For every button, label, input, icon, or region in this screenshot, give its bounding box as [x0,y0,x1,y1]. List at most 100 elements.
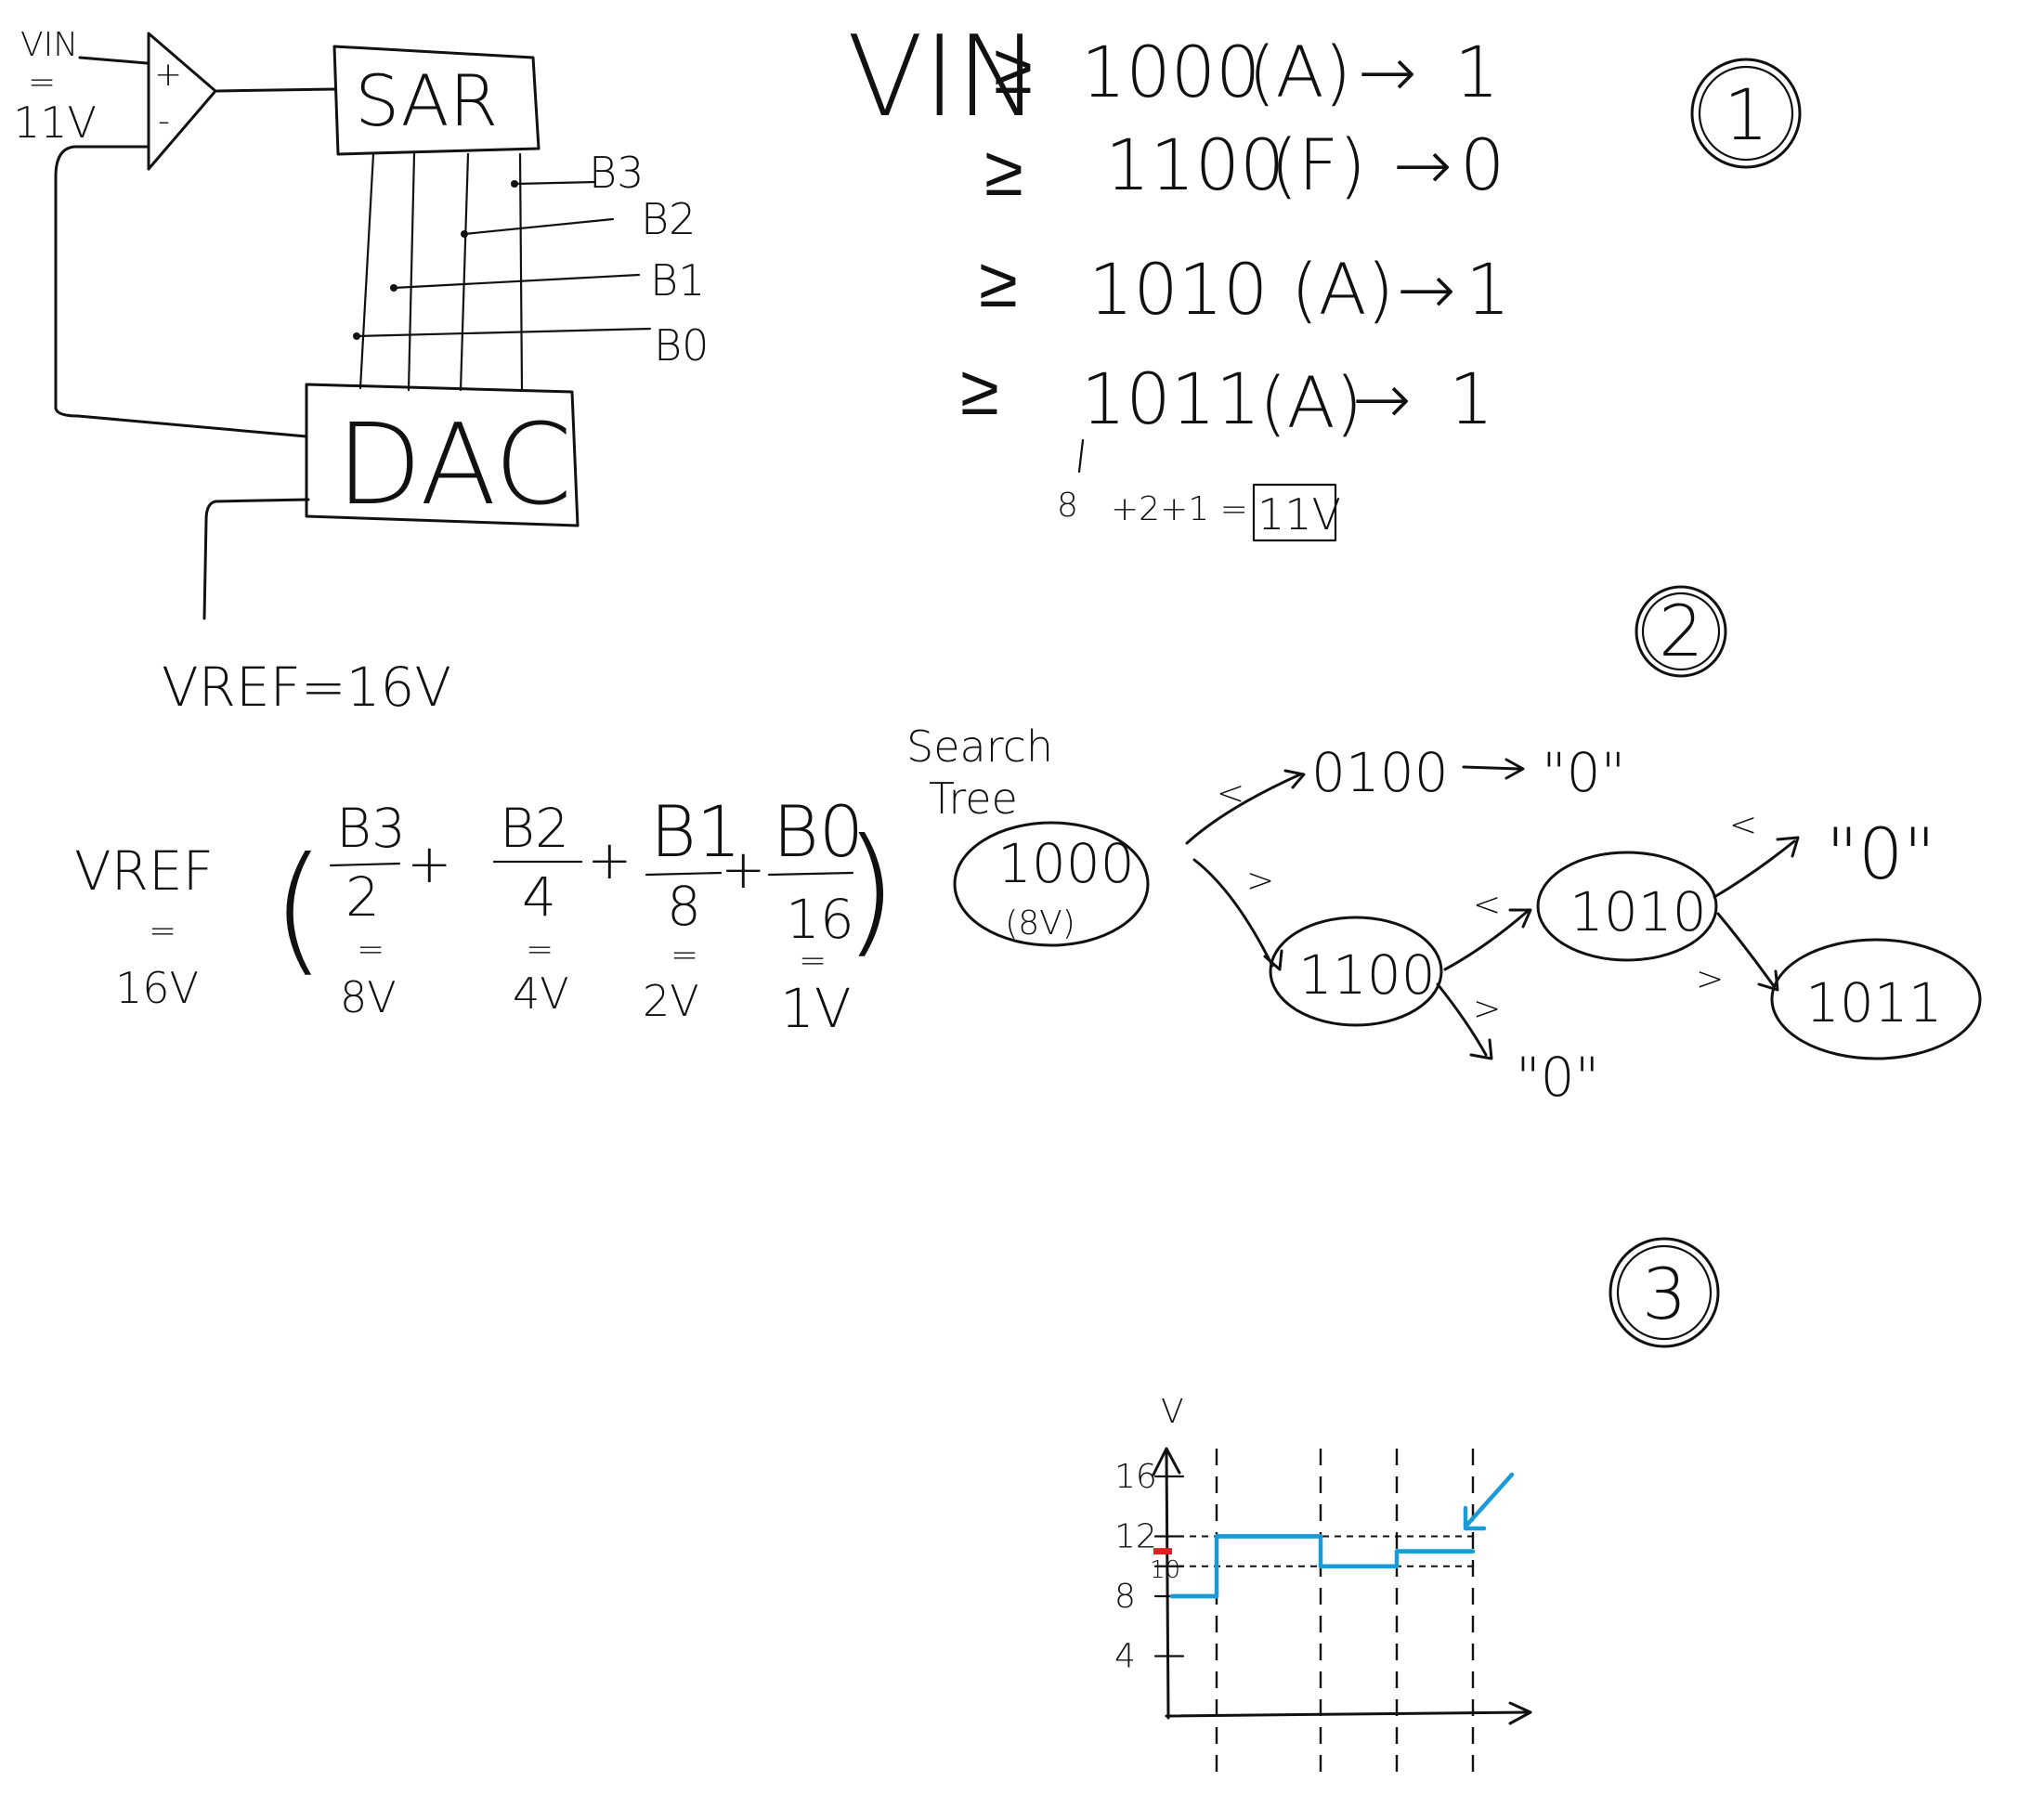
step-operator: ≥ [979,240,1018,323]
step-code: 1010 [1088,248,1268,331]
tree-result: "0" [1542,741,1625,804]
bit-label: B0 [654,320,709,370]
feedback-wire [54,145,308,438]
tree-title: Search [906,722,1053,772]
step-code: 1011 [1081,358,1260,440]
term-equals: = [671,936,698,974]
term-equals: = [799,942,827,980]
dac-formula: VREF = 16V ( B3 2 = 8V + B2 4 = 4V + B1 … [74,790,898,1040]
vin-wire [78,56,149,65]
sum-eight: 8 [1057,487,1078,525]
tree-result: "0" [1516,1046,1599,1109]
formula-plus: + [587,828,632,891]
term-value: 8V [340,972,397,1022]
step-bit: 1 [1454,31,1499,113]
tree-edge [1716,912,1776,988]
vin-symbol: VIN [847,13,1039,142]
step-arrow: → [1393,124,1452,206]
section-number: 3 [1609,1237,1720,1348]
tree-result: "0" [1826,812,1935,895]
comparator-minus: - [158,102,170,140]
tree-edge-label: < [1729,806,1757,844]
section-number: 2 [1635,585,1727,678]
term-equals: = [526,930,554,968]
step-mark: (A) [1259,361,1362,444]
vref-label: VREF=16V [162,656,451,719]
y-tick-label: 8 [1114,1578,1136,1616]
y-tick-label: 4 [1114,1638,1136,1676]
step-operator: ≥ [960,348,999,431]
sar-block [332,45,541,156]
circuit-diagram: VIN = 11V + - SAR B3 B2 B1 B0 DAC VREF=1… [13,26,709,719]
term-equals: = [357,930,384,968]
term-value: 1V [780,977,852,1040]
tree-node-label: 1100 [1298,943,1436,1007]
svg-text:2: 2 [1659,590,1703,672]
term-denominator: 16 [786,888,854,951]
y-tick-label: 12 [1114,1518,1157,1556]
tree-edge-label: > [1473,990,1501,1028]
term-numerator: B0 [773,790,864,873]
step-arrow: → [1352,358,1412,440]
tree-node-root [953,821,1150,947]
step-operator: ≥ [994,27,1033,110]
comparison-steps: VIN ≥ 1000 (A) → 1 ≥ 1100 (F) → 0 ≥ 1010… [847,13,1510,542]
tree-node-label: 1011 [1805,971,1943,1034]
sum-rest: +2+1 = [1111,490,1248,528]
vin-label: VIN [20,26,78,64]
tree-title: Tree [929,774,1018,824]
formula-vref-value: 16V [115,963,199,1013]
tree-edge-label: > [1246,862,1274,900]
tree-edge [1713,839,1796,899]
tree-edge-label: < [1473,886,1501,924]
svg-text:3: 3 [1642,1253,1687,1335]
tree-node-1011 [1770,938,1982,1060]
comparator-plus: + [154,56,182,94]
sar-label: SAR [355,59,498,142]
comparator [147,32,217,171]
step-operator: ≥ [984,129,1023,212]
section-number: 1 [1690,58,1802,169]
bit-label: B3 [589,148,644,198]
tree-node-label: 1010 [1570,880,1707,943]
step-mark: (F) [1270,124,1366,206]
result-box [1252,483,1337,542]
tree-node-label: 1000 [997,832,1135,895]
vin-equals: = [28,63,56,101]
term-denominator: 4 [522,865,556,929]
term-numerator: B1 [650,790,741,873]
result-value: 11V [1257,489,1341,540]
bit-label: B1 [650,255,705,306]
step-code: 1000 [1081,31,1260,113]
step-bit: 0 [1460,124,1504,206]
tree-edge-label: > [1696,960,1724,998]
step-arrow: → [1358,31,1417,113]
dac-output-series [1169,1534,1476,1599]
tree-node-label: 0100 [1311,741,1449,804]
dac-block [305,383,580,527]
formula-close-paren: ) [843,810,898,971]
formula-vref: VREF [74,839,214,903]
tree-node-1100 [1269,916,1443,1027]
y-tick-label: 16 [1114,1458,1157,1496]
step-mark: (A) [1291,248,1394,331]
svg-text:1: 1 [1724,73,1768,156]
tree-edge [1185,773,1302,845]
search-tree: Search Tree 1000 (8V) < 0100 "0" > 1100 … [906,722,1982,1109]
term-numerator: B3 [336,797,406,860]
term-denominator: 8 [667,875,701,938]
x-axis [1165,1710,1531,1718]
comparator-output-wire [215,87,336,93]
tree-node-note: (8V) [1005,904,1075,942]
step-arrow: → [1397,248,1456,331]
formula-vref-equals: = [149,912,176,950]
annotation-arrow [1463,1472,1515,1531]
formula-plus: + [721,838,766,901]
dac-label: DAC [336,401,572,530]
step-bit: 1 [1465,248,1510,331]
vref-wire [202,498,310,620]
tree-edge [1192,858,1274,968]
term-denominator: 2 [345,865,380,929]
